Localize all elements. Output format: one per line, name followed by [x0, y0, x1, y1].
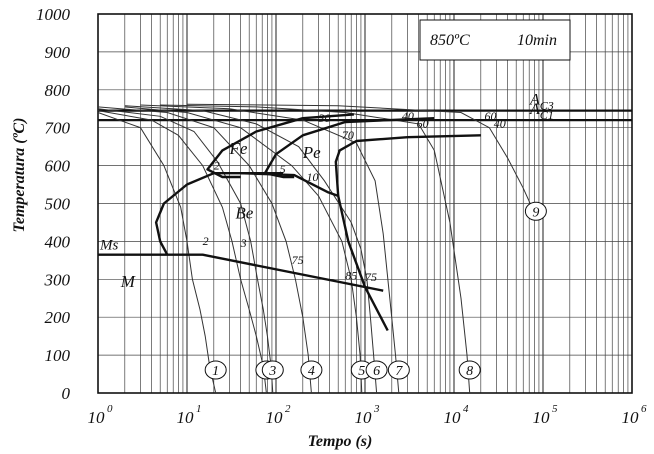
cooling-curve [160, 104, 471, 394]
region-label: M [120, 272, 136, 291]
y-tick-label: 600 [45, 157, 71, 176]
x-tick-exponent: 4 [463, 403, 469, 415]
y-tick-label: 700 [45, 119, 71, 138]
percentage-label: 60 [417, 117, 429, 131]
y-tick-label: 0 [62, 384, 71, 403]
x-tick-label: 10 [355, 408, 373, 427]
x-tick-label: 10 [177, 408, 195, 427]
percentage-label: 2 [203, 234, 209, 248]
x-tick-exponent: 6 [641, 403, 647, 415]
y-tick-label: 100 [45, 346, 71, 365]
percentage-label: 85 [345, 268, 357, 282]
x-tick-exponent: 1 [196, 403, 202, 415]
y-tick-label: 1000 [36, 5, 71, 24]
percentage-label: 30 [317, 111, 330, 125]
cooling-curve-label: 3 [268, 364, 276, 379]
x-tick-label: 10 [88, 408, 106, 427]
cooling-curve [186, 103, 533, 208]
cooling-curve [97, 112, 217, 394]
cooling-curve-label: 1 [212, 364, 219, 379]
x-tick-exponent: 3 [373, 403, 380, 415]
cooling-curve [140, 104, 400, 394]
condition-temperature: 850ºC [430, 32, 470, 49]
region-label: Pe [302, 143, 321, 162]
cooling-curve [97, 108, 274, 394]
percentage-label: 75 [365, 270, 377, 284]
transformation-curve [154, 172, 283, 256]
percentage-label: 40 [494, 117, 506, 131]
cooling-curve-label: 6 [373, 364, 380, 379]
cooling-curve-label: 5 [358, 364, 365, 379]
transformation-curve [263, 117, 435, 179]
cooling-curve-label: 7 [395, 364, 403, 379]
region-label: Fe [228, 139, 247, 158]
critical-line-subscript: C1 [540, 108, 554, 122]
cooling-curve-marker [365, 360, 388, 380]
cooling-curve-marker [261, 360, 284, 380]
transformation-curves [98, 113, 481, 332]
condition-time: 10min [517, 32, 557, 49]
x-tick-exponent: 0 [107, 403, 113, 415]
cooling-curve-marker [458, 360, 481, 380]
x-tick-exponent: 2 [285, 403, 291, 415]
region-label: Be [235, 204, 253, 223]
percentage-label: 75 [292, 253, 304, 267]
axes: 10 0 10 1 10 2 10 3 10 4 10 5 10 60100200300400500600… [36, 5, 647, 427]
percentage-label: 40 [402, 109, 414, 123]
cooling-curve-label: 8 [466, 364, 473, 379]
x-tick-label: 10 [622, 408, 640, 427]
x-tick-label: 10 [533, 408, 551, 427]
plot-frame [97, 13, 633, 394]
y-tick-label: 800 [45, 81, 71, 100]
percentage-label: 10 [306, 170, 318, 184]
x-tick-label: 10 [266, 408, 284, 427]
percentage-label: 70 [342, 128, 354, 142]
critical-line-subscript: C3 [540, 99, 554, 113]
y-tick-label: 400 [45, 232, 71, 251]
transformation-curve [98, 253, 384, 292]
cooling-curve-label: 4 [308, 364, 315, 379]
condition-box: 850ºC 10min [419, 19, 571, 61]
transformation-curve [206, 113, 354, 179]
grid [98, 14, 632, 393]
percentage-label: 60 [484, 109, 496, 123]
ms-label: Ms [99, 238, 118, 254]
x-tick-exponent: 5 [552, 403, 558, 415]
transformation-curve [334, 134, 481, 196]
x-axis-title: Tempo (s) [308, 433, 373, 450]
cooling-curve-marker [387, 360, 410, 380]
y-tick-label: 500 [45, 195, 71, 214]
cooling-curve-label: 9 [532, 205, 539, 220]
y-tick-label: 900 [45, 43, 71, 62]
cooling-curve [124, 106, 363, 394]
cooling-curve-marker [300, 360, 323, 380]
cooling-curve-marker [204, 360, 227, 380]
cooling-curve [124, 105, 378, 394]
percentage-label: 5 [280, 162, 286, 176]
cooling-curve [97, 106, 312, 394]
cooling-curve-marker [524, 201, 547, 221]
y-tick-label: 200 [45, 308, 71, 327]
percentage-label: 3 [240, 236, 247, 250]
y-tick-label: 300 [44, 270, 71, 289]
y-axis-title: Temperatura (ºC) [11, 118, 28, 233]
percentage-label: 2 [214, 158, 220, 172]
cooling-curves: 123456789 [97, 103, 547, 394]
x-tick-label: 10 [444, 408, 462, 427]
cooling-curve [97, 110, 267, 394]
